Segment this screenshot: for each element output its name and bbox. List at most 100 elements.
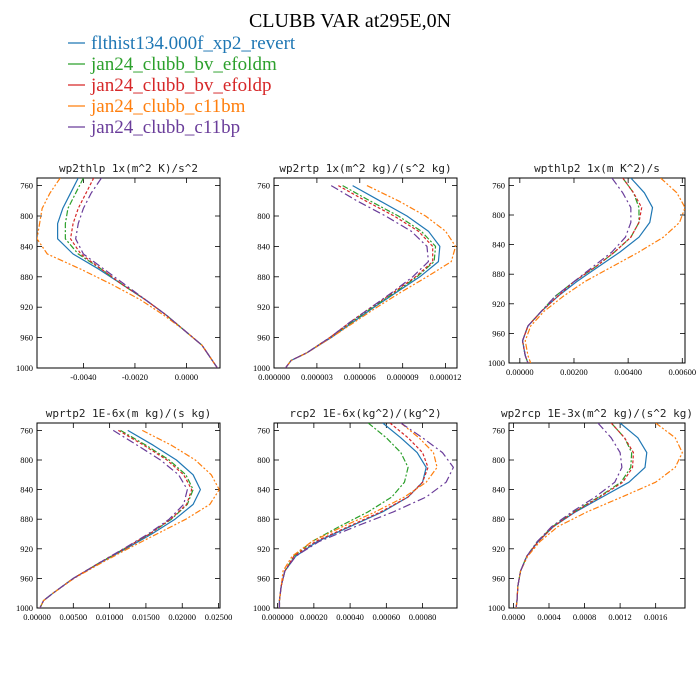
y-tick-label: 880 — [492, 514, 505, 524]
x-tick-label: 0.00400 — [614, 367, 642, 377]
series-line-4 — [515, 423, 683, 608]
series-line-1 — [57, 178, 218, 368]
x-tick-label: 0.000003 — [301, 372, 333, 382]
y-tick-label: 840 — [20, 241, 33, 251]
y-tick-label: 800 — [492, 455, 505, 465]
y-tick-label: 760 — [257, 181, 270, 191]
panels: wp2thlp 1x(m^2 K)/s^2 760 800 840 880 920 960 1… — [16, 162, 696, 622]
x-tick-label: 0.00200 — [560, 367, 588, 377]
panel-1: wp2thlp 1x(m^2 K)/s^2 760 800 840 880 920 960 1… — [16, 162, 221, 382]
y-tick-label: 880 — [257, 514, 270, 524]
y-tick-label: 920 — [257, 302, 270, 312]
series-line-1 — [284, 185, 441, 368]
y-tick-label: 1000 — [16, 363, 33, 373]
y-tick-label: 840 — [492, 240, 505, 250]
panel-6: wp2rcp 1E-3x(m^2 kg)/(s^2 kg) 760 800 840 88… — [488, 407, 693, 622]
panel-title: wprtp2 1E-6x(m kg)/(s kg) — [46, 407, 212, 420]
y-tick-label: 920 — [20, 544, 33, 554]
y-tick-label: 760 — [20, 425, 33, 435]
x-tick-label: 0.01500 — [132, 612, 160, 622]
x-tick-label: 0.00040 — [336, 612, 364, 622]
legend-label: jan24_clubb_c11bp — [90, 117, 240, 138]
y-tick-label: 960 — [257, 333, 270, 343]
y-tick-label: 760 — [257, 425, 270, 435]
x-tick-label: 0.0000 — [502, 612, 525, 622]
series-line-3 — [284, 185, 434, 368]
y-tick-label: 880 — [492, 269, 505, 279]
x-tick-label: 0.000009 — [387, 372, 419, 382]
series-line-3 — [39, 429, 193, 608]
y-tick-label: 920 — [257, 544, 270, 554]
series-line-4 — [524, 178, 685, 363]
x-tick-label: 0.00000 — [506, 367, 534, 377]
y-tick-label: 960 — [20, 573, 33, 583]
series-line-4 — [284, 185, 457, 368]
panel-4: wprtp2 1E-6x(m kg)/(s kg) 760 800 840 880 920… — [16, 407, 232, 622]
x-tick-label: 0.02000 — [168, 612, 196, 622]
series-line-5 — [75, 178, 218, 368]
y-tick-label: 960 — [492, 573, 505, 583]
y-tick-label: 800 — [20, 455, 33, 465]
x-tick-label: 0.000000 — [258, 372, 290, 382]
panel-title: wp2rtp 1x(m^2 kg)/(s^2 kg) — [279, 162, 451, 175]
series-line-4 — [39, 429, 220, 608]
series-line-5 — [278, 423, 454, 608]
y-tick-label: 840 — [20, 485, 33, 495]
x-tick-label: 0.0008 — [573, 612, 596, 622]
x-tick-label: -0.0020 — [122, 372, 148, 382]
y-tick-label: 840 — [492, 485, 505, 495]
series-line-3 — [278, 423, 429, 608]
figure-title: CLUBB VAR at295E,0N — [249, 10, 451, 32]
series-line-3 — [515, 423, 635, 608]
x-tick-label: 0.0004 — [537, 612, 561, 622]
y-tick-label: 1000 — [488, 603, 505, 613]
y-tick-label: 880 — [20, 272, 33, 282]
x-tick-label: 0.00600 — [668, 367, 696, 377]
panel-title: rcp2 1E-6x(kg^2)/(kg^2) — [289, 407, 441, 420]
series-line-2 — [278, 423, 409, 608]
y-tick-label: 840 — [257, 241, 270, 251]
y-tick-label: 800 — [492, 210, 505, 220]
plot-frame — [273, 422, 458, 609]
x-tick-label: 0.00080 — [409, 612, 437, 622]
y-tick-label: 800 — [257, 211, 270, 221]
series-line-1 — [278, 423, 427, 608]
y-tick-label: 960 — [492, 328, 505, 338]
panel-5: rcp2 1E-6x(kg^2)/(kg^2) 760 800 840 880 920 96… — [253, 407, 458, 622]
y-tick-label: 920 — [20, 302, 33, 312]
x-tick-label: 0.0000 — [175, 372, 198, 382]
panel-2: wp2rtp 1x(m^2 kg)/(s^2 kg) 760 800 840 880 92… — [253, 162, 462, 382]
x-tick-label: 0.00060 — [373, 612, 401, 622]
x-tick-label: 0.0012 — [608, 612, 631, 622]
series-line-1 — [515, 423, 648, 608]
series-line-1 — [39, 429, 201, 608]
legend-label: jan24_clubb_c11bm — [90, 96, 246, 117]
series-line-2 — [521, 178, 640, 363]
y-tick-label: 1000 — [16, 603, 33, 613]
x-tick-label: 0.00000 — [23, 612, 51, 622]
series-line-5 — [515, 423, 623, 608]
x-tick-label: 0.01000 — [96, 612, 124, 622]
y-tick-label: 1000 — [253, 603, 270, 613]
x-tick-label: 0.0016 — [644, 612, 667, 622]
y-tick-label: 800 — [257, 455, 270, 465]
panel-title: wp2thlp 1x(m^2 K)/s^2 — [59, 162, 198, 175]
y-tick-label: 760 — [20, 181, 33, 191]
y-tick-label: 1000 — [488, 358, 505, 368]
x-tick-label: 0.000000 — [262, 612, 294, 622]
y-tick-label: 880 — [257, 272, 270, 282]
y-tick-label: 920 — [492, 544, 505, 554]
series-line-5 — [284, 185, 430, 368]
legend: flthist134.000f_xp2_revertjan24_clubb_bv… — [68, 33, 296, 138]
y-tick-label: 760 — [492, 180, 505, 190]
x-tick-label: 0.00500 — [59, 612, 87, 622]
panel-title: wpthlp2 1x(m K^2)/s — [534, 162, 660, 175]
plot-frame — [36, 422, 221, 609]
series-line-5 — [39, 429, 188, 608]
x-tick-label: 0.000012 — [430, 372, 462, 382]
plot-frame — [273, 177, 458, 369]
y-tick-label: 960 — [257, 573, 270, 583]
series-line-4 — [278, 423, 438, 608]
x-tick-label: 0.02500 — [205, 612, 233, 622]
